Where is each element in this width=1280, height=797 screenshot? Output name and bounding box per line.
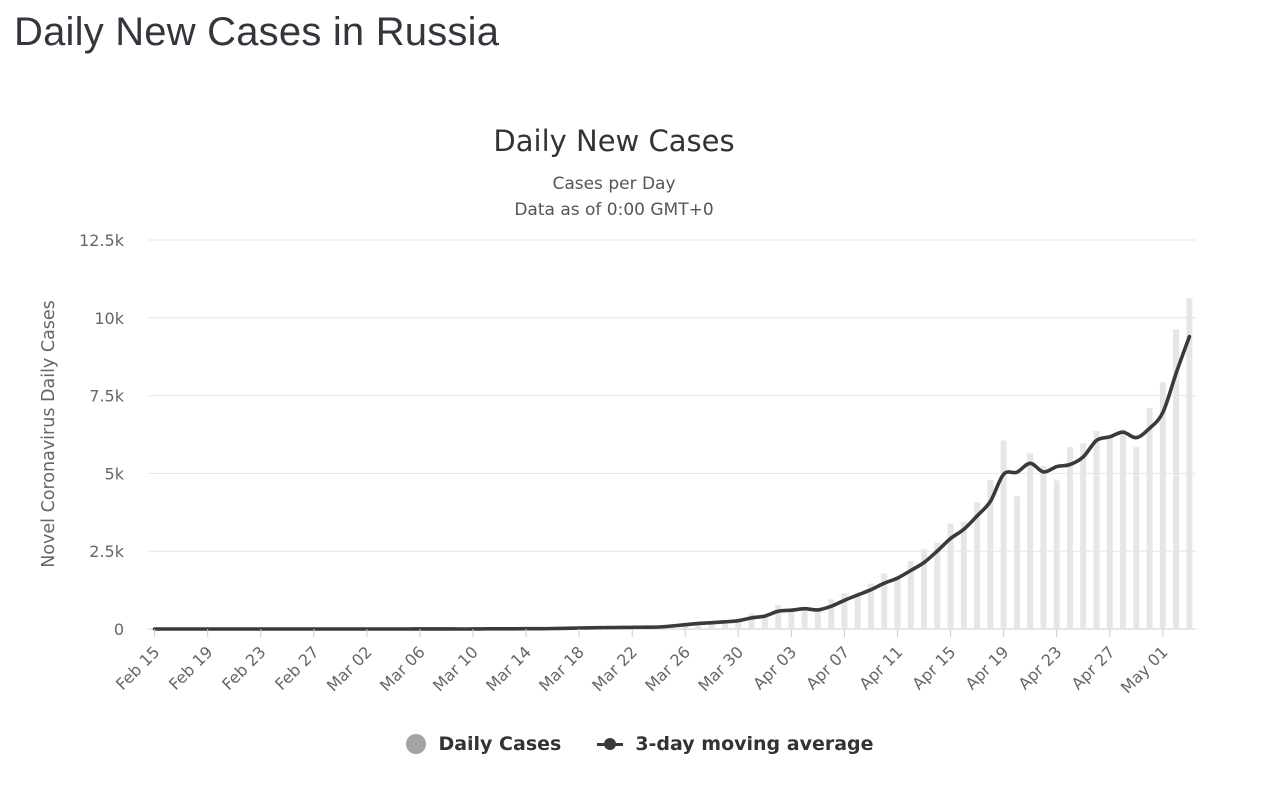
moving-average-line[interactable] (152, 334, 1192, 631)
y-tick-label: 7.5k (89, 387, 124, 406)
x-axis-ticks: Feb 15 Feb 19 Feb 23 Feb 27 Mar 02 Mar 06 Mar … (112, 629, 1172, 697)
bar-daily-cases[interactable] (881, 573, 888, 629)
bar-daily-cases[interactable] (1080, 443, 1087, 629)
bar-daily-cases[interactable] (788, 610, 795, 629)
chart-legend: Daily Cases 3-day moving average (0, 733, 1280, 755)
bar-daily-cases[interactable] (921, 549, 928, 629)
bar-daily-cases[interactable] (1146, 408, 1153, 629)
bar-daily-cases[interactable] (735, 619, 742, 629)
x-tick-label: Feb 27 (271, 642, 322, 693)
bar-daily-cases[interactable] (1066, 446, 1073, 629)
bar-daily-cases[interactable] (1000, 440, 1007, 629)
legend-label-daily-cases: Daily Cases (438, 733, 562, 755)
bar-daily-cases[interactable] (934, 542, 941, 629)
y-axis-ticks: 0 2.5k 5k 7.5k 10k 12.5k (79, 231, 125, 639)
bar-daily-cases[interactable] (814, 608, 821, 629)
page-title: Daily New Cases in Russia (14, 10, 500, 54)
legend-item-daily-cases[interactable]: Daily Cases (406, 733, 561, 755)
x-tick-label: Mar 14 (482, 642, 535, 695)
chart-subtitle-line-1: Cases per Day (552, 174, 675, 194)
bar-daily-cases[interactable] (1093, 431, 1100, 629)
x-tick-label: Mar 18 (535, 642, 588, 695)
bar-daily-cases[interactable] (894, 577, 901, 629)
bar-daily-cases[interactable] (722, 620, 729, 629)
x-tick-label: Mar 26 (641, 642, 694, 695)
bar-daily-cases[interactable] (1013, 496, 1020, 629)
x-tick-label: May 01 (1117, 642, 1172, 697)
chart-title: Daily New Cases (493, 124, 734, 158)
x-tick-label: Apr 11 (855, 642, 906, 693)
bar-daily-cases[interactable] (907, 560, 914, 629)
x-tick-label: Apr 03 (749, 642, 800, 693)
y-tick-label: 10k (94, 309, 124, 328)
bar-daily-cases[interactable] (695, 622, 702, 629)
y-axis-title: Novel Coronavirus Daily Cases (39, 300, 59, 568)
line-marker-icon (597, 734, 624, 754)
y-tick-label: 5k (105, 464, 125, 483)
bar-daily-cases[interactable] (1040, 466, 1047, 629)
x-tick-label: Mar 10 (429, 642, 482, 695)
x-tick-label: Apr 27 (1068, 642, 1119, 693)
bar-daily-cases[interactable] (987, 480, 994, 629)
x-tick-label: Mar 02 (323, 642, 376, 695)
bar-daily-cases[interactable] (1027, 453, 1034, 629)
bar-daily-cases[interactable] (761, 615, 768, 629)
bar-daily-cases[interactable] (1053, 480, 1060, 629)
x-tick-label: Apr 15 (908, 642, 959, 693)
legend-label-moving-average: 3-day moving average (635, 733, 874, 755)
legend-item-moving-average[interactable]: 3-day moving average (597, 733, 874, 755)
bar-daily-cases[interactable] (841, 593, 848, 629)
chart-subtitle-line-2: Data as of 0:00 GMT+0 (514, 200, 713, 220)
bar-daily-cases[interactable] (775, 605, 782, 629)
bar-daily-cases[interactable] (1106, 436, 1113, 629)
bar-daily-cases[interactable] (748, 613, 755, 629)
x-tick-label: Apr 19 (961, 642, 1012, 693)
x-tick-label: Mar 06 (376, 642, 429, 695)
bar-daily-cases[interactable] (1173, 329, 1180, 629)
bar-daily-cases[interactable] (1159, 382, 1166, 629)
bar-daily-cases[interactable] (947, 523, 954, 629)
x-tick-label: Mar 30 (694, 642, 747, 695)
bar-daily-cases[interactable] (708, 621, 715, 629)
grid-lines (148, 239, 1196, 630)
y-tick-label: 12.5k (79, 231, 125, 250)
bar-daily-cases[interactable] (868, 583, 874, 629)
x-tick-label: Feb 15 (112, 642, 163, 693)
bar-daily-cases[interactable] (1120, 429, 1127, 629)
x-tick-label: Mar 22 (588, 642, 641, 695)
x-tick-label: Apr 23 (1015, 642, 1066, 693)
bar-daily-cases[interactable] (801, 610, 808, 629)
bar-daily-cases[interactable] (974, 502, 981, 629)
circle-icon (406, 734, 427, 754)
x-tick-label: Feb 23 (218, 642, 269, 693)
bar-daily-cases[interactable] (828, 599, 835, 629)
daily-cases-bars[interactable] (350, 298, 1193, 629)
bar-daily-cases[interactable] (960, 521, 967, 629)
bar-daily-cases[interactable] (1186, 298, 1193, 629)
x-tick-label: Apr 07 (802, 642, 853, 693)
bar-daily-cases[interactable] (1133, 447, 1140, 629)
bar-daily-cases[interactable] (854, 592, 861, 629)
x-tick-label: Feb 19 (165, 642, 216, 693)
y-tick-label: 2.5k (89, 542, 124, 561)
y-tick-label: 0 (114, 620, 124, 639)
